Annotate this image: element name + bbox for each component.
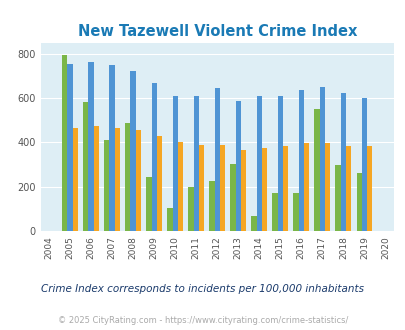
Bar: [67, 64, 72, 231]
Bar: [335, 165, 340, 231]
Bar: [298, 90, 303, 231]
Bar: [146, 177, 151, 231]
Bar: [282, 146, 288, 231]
Text: Crime Index corresponds to incidents per 100,000 inhabitants: Crime Index corresponds to incidents per…: [41, 284, 364, 294]
Bar: [94, 126, 99, 231]
Bar: [135, 130, 141, 231]
Title: New Tazewell Violent Crime Index: New Tazewell Violent Crime Index: [77, 24, 356, 39]
Bar: [361, 98, 366, 231]
Bar: [319, 87, 324, 231]
Bar: [88, 62, 94, 231]
Bar: [115, 128, 119, 231]
Bar: [251, 215, 256, 231]
Bar: [303, 143, 309, 231]
Bar: [272, 193, 277, 231]
Bar: [156, 136, 162, 231]
Text: © 2025 CityRating.com - https://www.cityrating.com/crime-statistics/: © 2025 CityRating.com - https://www.city…: [58, 316, 347, 325]
Bar: [62, 55, 67, 231]
Bar: [240, 149, 245, 231]
Bar: [277, 96, 282, 231]
Bar: [177, 143, 183, 231]
Bar: [256, 96, 261, 231]
Bar: [293, 193, 298, 231]
Bar: [230, 163, 235, 231]
Bar: [198, 145, 204, 231]
Bar: [356, 174, 361, 231]
Bar: [130, 71, 135, 231]
Bar: [214, 88, 219, 231]
Bar: [151, 83, 156, 231]
Bar: [172, 96, 177, 231]
Bar: [261, 148, 266, 231]
Bar: [324, 143, 329, 231]
Bar: [340, 93, 345, 231]
Bar: [104, 140, 109, 231]
Bar: [219, 145, 224, 231]
Bar: [125, 122, 130, 231]
Bar: [83, 102, 88, 231]
Bar: [235, 101, 240, 231]
Bar: [72, 128, 78, 231]
Bar: [345, 146, 350, 231]
Bar: [366, 147, 371, 231]
Bar: [109, 65, 115, 231]
Bar: [193, 96, 198, 231]
Bar: [188, 187, 193, 231]
Bar: [314, 109, 319, 231]
Bar: [209, 181, 214, 231]
Bar: [167, 208, 172, 231]
